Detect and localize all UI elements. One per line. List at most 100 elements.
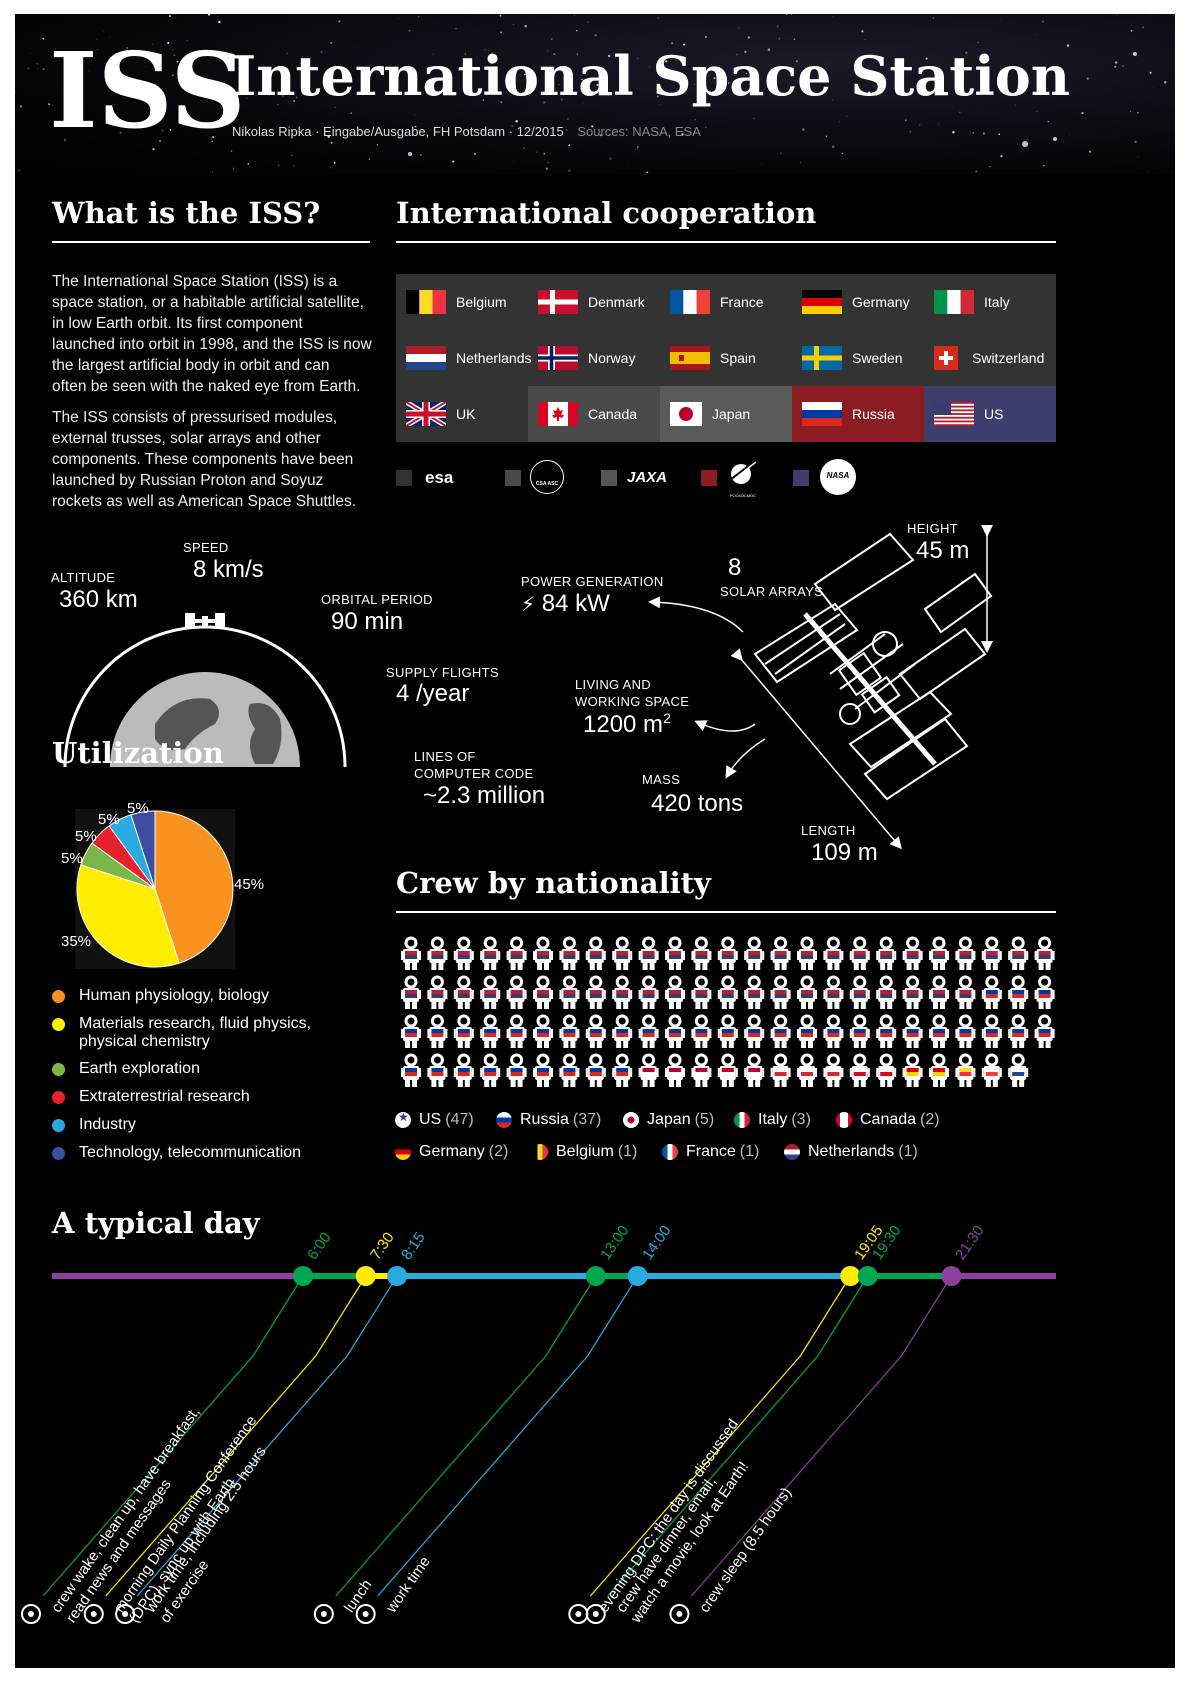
pie-label-industry: 5%	[98, 811, 120, 828]
star	[455, 27, 457, 30]
star	[524, 24, 527, 28]
pie-label-extraterrestrial: 5%	[75, 828, 97, 845]
country-name: US	[984, 406, 1004, 422]
star	[864, 39, 866, 40]
star	[785, 14, 788, 16]
country-germany: Germany	[792, 274, 924, 330]
star	[474, 152, 476, 155]
astronaut-russia-icon	[585, 1053, 606, 1087]
star	[169, 128, 172, 131]
header-band: ISS International Space Station Nikolas …	[15, 14, 1175, 174]
star	[1053, 137, 1057, 141]
star	[1022, 141, 1028, 147]
star	[546, 50, 548, 52]
astronaut-russia-icon	[797, 1014, 817, 1048]
star	[291, 154, 293, 157]
living-label-line: WORKING SPACE	[575, 694, 690, 709]
star	[210, 19, 211, 21]
astronaut-us-icon	[744, 975, 765, 1009]
astronaut-us-icon	[902, 975, 923, 1009]
astronaut-us-icon	[427, 936, 448, 970]
star	[982, 132, 985, 135]
nat-name: Belgium	[556, 1143, 614, 1160]
star	[656, 95, 659, 98]
star	[69, 79, 72, 81]
iss-diagram	[648, 525, 993, 850]
star	[333, 161, 336, 164]
star	[152, 43, 154, 45]
star	[646, 171, 649, 174]
astronaut-us-icon	[717, 975, 738, 1009]
star	[560, 98, 563, 101]
star	[338, 20, 341, 23]
star	[330, 41, 333, 45]
astronaut-us-icon	[427, 975, 448, 1009]
star	[753, 118, 755, 120]
star	[1163, 81, 1167, 84]
nasa-swatch	[793, 470, 809, 486]
star	[713, 77, 716, 80]
star	[665, 60, 668, 63]
living-arrow	[694, 720, 756, 732]
pie-label-earth: 5%	[61, 850, 83, 867]
star	[158, 139, 162, 143]
earth-continent	[248, 703, 282, 764]
altitude-value: 360 km	[59, 586, 138, 613]
star	[1114, 61, 1118, 64]
nat-russia: Russia (37)	[496, 1111, 601, 1129]
star	[330, 141, 333, 144]
star	[499, 14, 502, 17]
star	[1141, 26, 1145, 29]
event-icon	[669, 1604, 690, 1624]
nat-name: France	[686, 1143, 736, 1160]
earth-continent	[155, 698, 219, 751]
timeline-node	[387, 1266, 408, 1286]
cooperation-heading: International cooperation	[396, 196, 817, 230]
star	[619, 49, 621, 51]
lightning-icon: ⚡	[521, 594, 536, 616]
star	[227, 118, 229, 120]
timeline-leader	[607, 1275, 869, 1597]
star	[152, 148, 155, 151]
astronaut-germany-icon	[929, 1053, 949, 1087]
star	[419, 153, 423, 156]
star	[1149, 71, 1152, 74]
star	[1043, 165, 1045, 167]
nat-germany: Germany (2)	[395, 1143, 508, 1161]
star	[452, 160, 455, 163]
star	[627, 164, 628, 166]
star	[583, 103, 585, 105]
esa-logo: esa	[425, 468, 454, 487]
star	[831, 145, 835, 148]
astronaut-us-icon	[453, 975, 474, 1009]
astronaut-japan-icon	[638, 1053, 659, 1087]
star	[376, 143, 379, 146]
star	[952, 131, 955, 134]
altitude-label: ALTITUDE	[51, 570, 116, 585]
star	[558, 83, 560, 86]
astronaut-us-icon	[876, 975, 897, 1009]
us-flag-icon	[934, 402, 974, 426]
star	[109, 36, 111, 38]
star	[15, 91, 16, 93]
timeline-node	[840, 1266, 861, 1286]
country-name: Russia	[852, 406, 895, 422]
star	[776, 25, 779, 28]
country-name: Belgium	[456, 294, 507, 310]
italy-flag-icon	[734, 1112, 750, 1128]
astronaut-us-icon	[1034, 936, 1055, 970]
star	[761, 164, 762, 165]
astronaut-italy-icon	[823, 1053, 844, 1087]
astronaut-russia-icon	[453, 1014, 474, 1048]
star	[799, 162, 801, 164]
astronaut-russia-icon	[955, 1014, 976, 1048]
spain-flag-icon	[670, 346, 710, 370]
arrays-label: SOLAR ARRAYS	[720, 584, 824, 599]
timeline-node	[941, 1266, 962, 1286]
astronaut-russia-icon	[1008, 975, 1029, 1009]
star	[568, 169, 571, 172]
star	[704, 35, 707, 38]
credit-text: Nikolas Ripka · Eingabe/Ausgabe, FH Pots…	[232, 124, 564, 139]
star	[698, 79, 700, 81]
astronaut-us-icon	[849, 936, 870, 970]
